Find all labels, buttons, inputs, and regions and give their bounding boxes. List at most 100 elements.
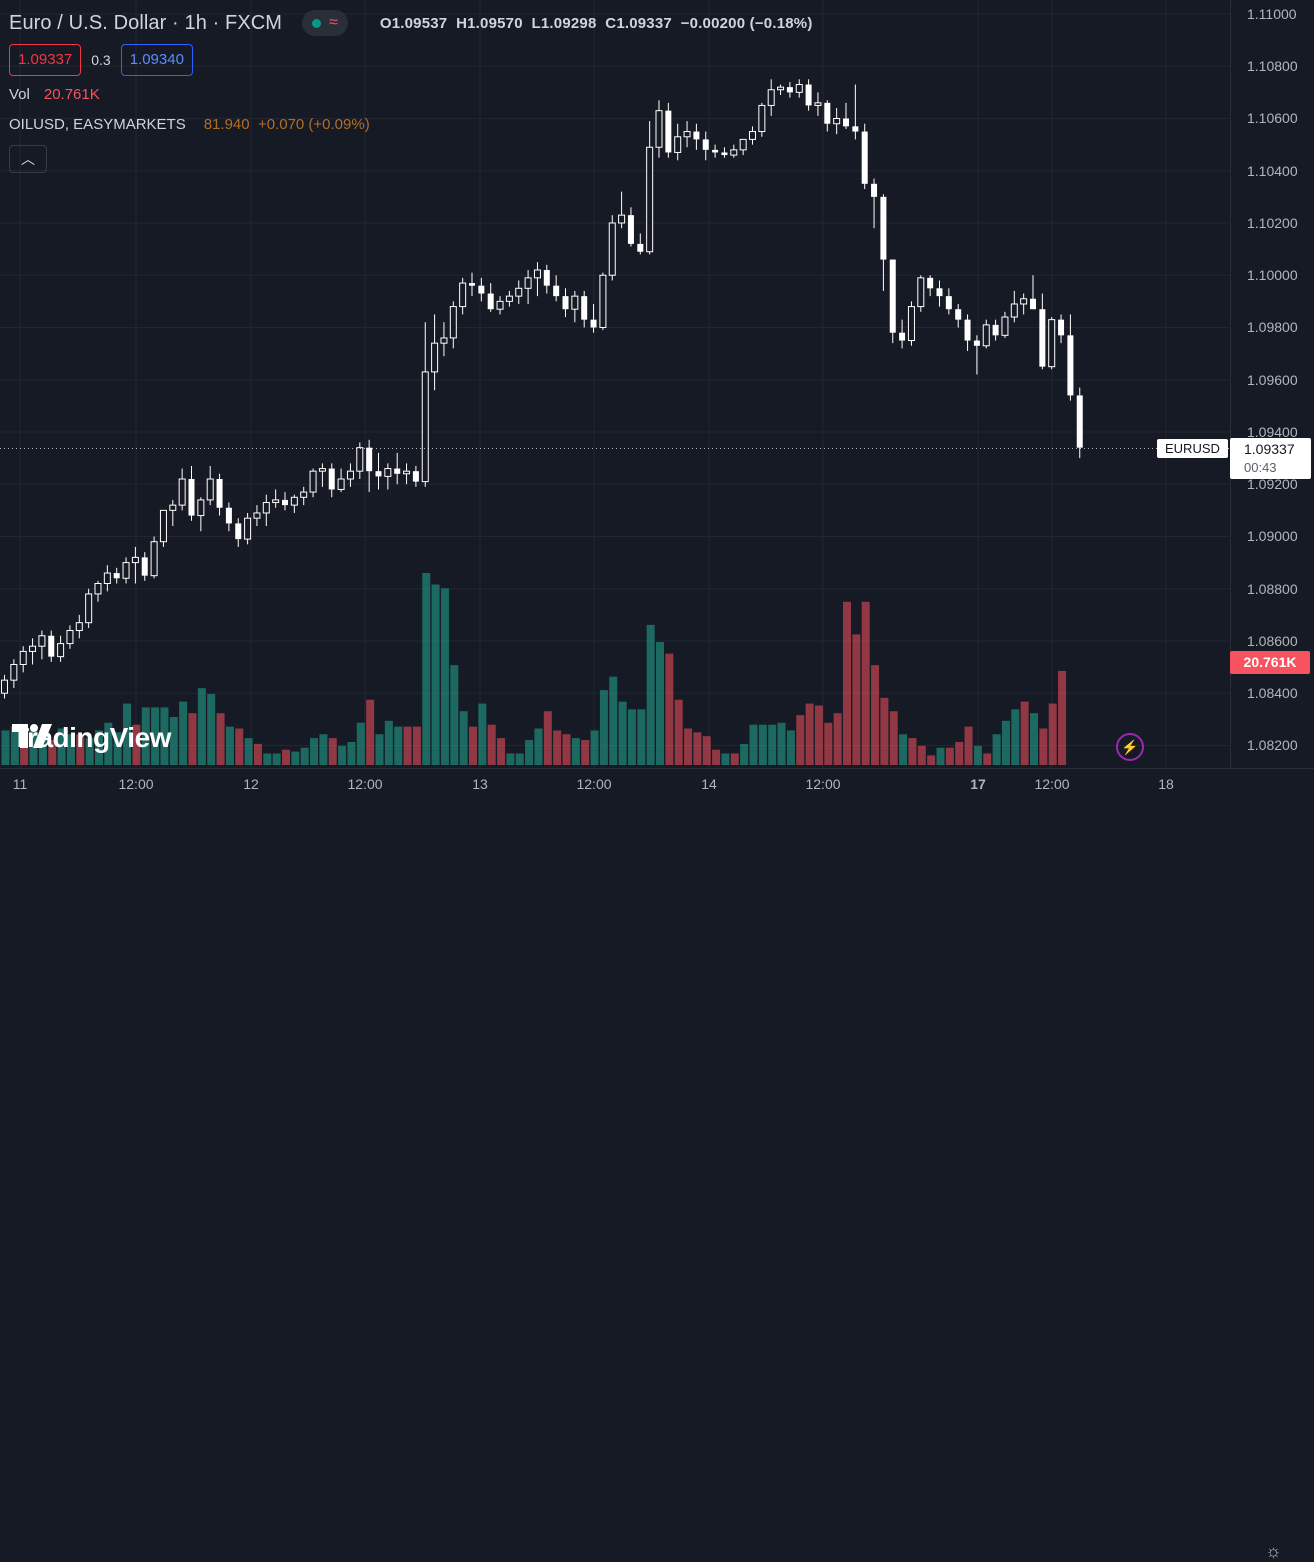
high-value: 1.09570 [467, 14, 523, 32]
volume-bar [160, 707, 169, 765]
candle-body-up [1048, 319, 1056, 368]
volume-bar [291, 751, 300, 765]
volume-bar [57, 728, 66, 765]
candle-body-down [712, 149, 719, 153]
volume-bar [328, 738, 337, 765]
volume-bar [693, 732, 702, 765]
volume-bar [440, 588, 449, 765]
flash-lightning-icon[interactable]: ⚡ [1116, 733, 1144, 761]
price-tick-label: 1.10000 [1247, 267, 1298, 284]
volume-bar [338, 745, 347, 765]
volume-bar [431, 584, 440, 765]
volume-bar [927, 755, 936, 765]
candle-body-down [955, 309, 962, 320]
candle-body-up [1010, 303, 1018, 318]
volume-bar [852, 634, 861, 765]
volume-bar [188, 713, 197, 765]
candle-body-up [244, 517, 252, 540]
volume-bar [450, 665, 459, 765]
collapse-legend-button[interactable]: ︿ [9, 145, 47, 173]
candle-body-down [861, 131, 868, 184]
candle-body-up [94, 583, 102, 595]
volume-bar [235, 728, 244, 765]
change-value: −0.00200 (−0.18%) [680, 14, 813, 32]
candle-body-down [412, 471, 419, 482]
candle-body-up [206, 478, 214, 501]
candle-body-up [431, 342, 439, 373]
time-tick-label: 18 [1158, 776, 1174, 792]
price-tick-label: 1.09400 [1247, 423, 1298, 440]
volume-bar [627, 709, 636, 765]
candle-body-up [356, 447, 364, 472]
market-status-pill[interactable]: ≈ [302, 10, 348, 36]
volume-bar [48, 740, 57, 765]
candle-body-down [1076, 395, 1083, 448]
price-tick-label: 1.10600 [1247, 110, 1298, 127]
compare-study-legend[interactable]: OILUSD, EASYMARKETS 81.940 +0.070 (+0.09… [9, 116, 813, 133]
volume-bar [506, 753, 515, 765]
volume-bar [777, 722, 786, 765]
candle-body-down [553, 285, 560, 297]
buy-button[interactable]: 1.09340 [120, 44, 193, 76]
symbol-title[interactable]: Euro / U.S. Dollar · 1h · FXCM [9, 11, 283, 34]
volume-bar [571, 738, 580, 765]
time-scale[interactable]: 11 12:00 12 12:00 13 12:00 14 12:00 17 12:00 18 ☼ [0, 768, 1314, 1561]
candle-body-up [403, 470, 411, 475]
tradingview-logo[interactable]: TradingView [12, 722, 171, 754]
spread-value: 0.3 [91, 52, 111, 68]
volume-bar [272, 753, 281, 765]
candle-body-down [665, 110, 672, 153]
candle-body-down [843, 118, 849, 127]
chart-pane[interactable]: Euro / U.S. Dollar · 1h · FXCM ≈ O1.0953… [0, 0, 1230, 768]
time-tick-label: 14 [701, 776, 717, 792]
close-label: C [605, 14, 617, 32]
candle-body-down [394, 468, 401, 474]
candle-body-up [758, 104, 766, 133]
sell-button[interactable]: 1.09337 [9, 44, 82, 76]
volume-bar [740, 743, 749, 765]
candle-body-down [693, 131, 700, 140]
open-label: O [379, 14, 392, 32]
candle-body-up [159, 509, 167, 543]
volume-bar [132, 724, 141, 765]
volume-bar [356, 722, 365, 765]
price-tick-label: 1.09200 [1247, 476, 1298, 493]
candle-body-down [702, 139, 709, 150]
volume-legend[interactable]: Vol 20.761K [9, 86, 813, 103]
volume-label: Vol [9, 86, 30, 103]
volume-value: 20.761K [43, 86, 100, 103]
candle-body-up [524, 277, 532, 289]
volume-bar [955, 741, 964, 765]
candle-body-down [637, 243, 644, 252]
candle-body-down [225, 507, 232, 524]
volume-bar [253, 743, 262, 765]
price-scale[interactable]: 1.11000 1.10800 1.10600 1.10400 1.10200 1.100… [1230, 0, 1314, 768]
candlestick-chart[interactable] [0, 0, 1230, 768]
candle-body-down [487, 293, 494, 310]
candle-body-up [318, 468, 326, 472]
high-label: H [456, 14, 468, 32]
candle-body-down [366, 447, 373, 472]
candle-body-down [113, 573, 120, 579]
candle-body-up [103, 572, 111, 585]
candle-body-up [571, 295, 579, 310]
volume-bar [38, 734, 47, 765]
candle-body-up [515, 287, 523, 297]
candle-body-down [871, 183, 878, 197]
candle-body-up [917, 277, 925, 308]
candle-body-down [590, 319, 597, 328]
candle-body-down [805, 84, 812, 106]
volume-bar [871, 665, 880, 765]
candle-body-down [627, 215, 634, 244]
volume-bar [899, 734, 908, 765]
candle-body-up [253, 512, 261, 519]
bar-countdown: 00:43 [1244, 460, 1277, 475]
price-tick-label: 1.10400 [1247, 162, 1298, 179]
candle-body-up [1001, 316, 1009, 336]
candle-body-up [505, 295, 513, 302]
volume-bar [1030, 713, 1038, 765]
volume-bar [973, 745, 982, 765]
settings-gear-icon[interactable]: ☼ [1265, 1541, 1282, 1561]
time-tick-label: 11 [12, 776, 28, 792]
candle-body-down [48, 635, 55, 657]
